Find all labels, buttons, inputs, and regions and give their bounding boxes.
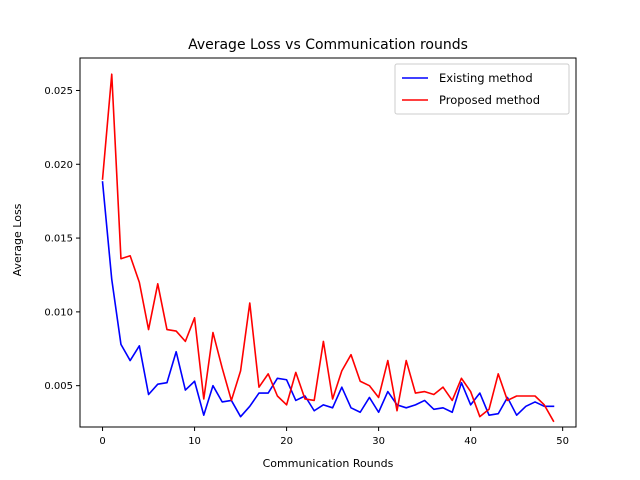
x-axis-ticks: 0 10 20 30 40 50 [99,427,569,447]
axes-frame [79,57,577,428]
y-tick-label: 0.005 [44,381,73,392]
x-tick-label: 40 [464,436,477,447]
legend-box [394,63,570,115]
y-tick-label: 0.020 [44,160,73,171]
series-line-1 [101,181,555,418]
plot-lines [101,73,555,423]
axes-border [79,57,577,428]
chart-title: Average Loss vs Communication rounds [188,37,468,53]
legend: Existing method Proposed method [394,63,570,115]
x-tick-label: 30 [372,436,385,447]
y-tick-label: 0.015 [44,234,73,245]
legend-label-2: Proposed method [439,93,540,107]
x-tick-label: 20 [280,436,293,447]
y-axis-label: Average Loss [11,203,24,276]
y-axis-ticks: 0.005 0.010 0.015 0.020 0.025 [44,86,80,392]
x-tick-label: 50 [556,436,569,447]
x-axis-label: Communication Rounds [263,457,394,470]
y-tick-label: 0.010 [44,307,73,318]
y-tick-label: 0.025 [44,86,73,97]
legend-label-1: Existing method [439,71,533,85]
series-line-2 [101,73,555,423]
x-tick-label: 10 [188,436,201,447]
x-tick-label: 0 [99,436,105,447]
